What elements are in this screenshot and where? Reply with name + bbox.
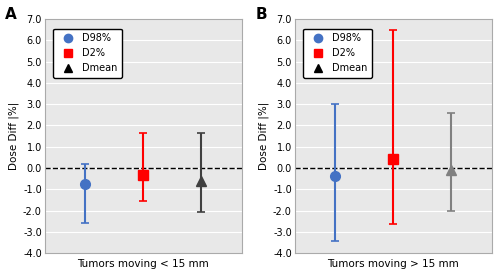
Y-axis label: Dose Diff |%|: Dose Diff |%| xyxy=(8,102,19,170)
X-axis label: Tumors moving < 15 mm: Tumors moving < 15 mm xyxy=(78,259,209,269)
Legend: D98%, D2%, Dmean: D98%, D2%, Dmean xyxy=(54,29,122,78)
Text: B: B xyxy=(256,7,267,22)
Legend: D98%, D2%, Dmean: D98%, D2%, Dmean xyxy=(304,29,372,78)
Text: A: A xyxy=(5,7,17,22)
Y-axis label: Dose Diff |%|: Dose Diff |%| xyxy=(258,102,269,170)
X-axis label: Tumors moving > 15 mm: Tumors moving > 15 mm xyxy=(328,259,459,269)
